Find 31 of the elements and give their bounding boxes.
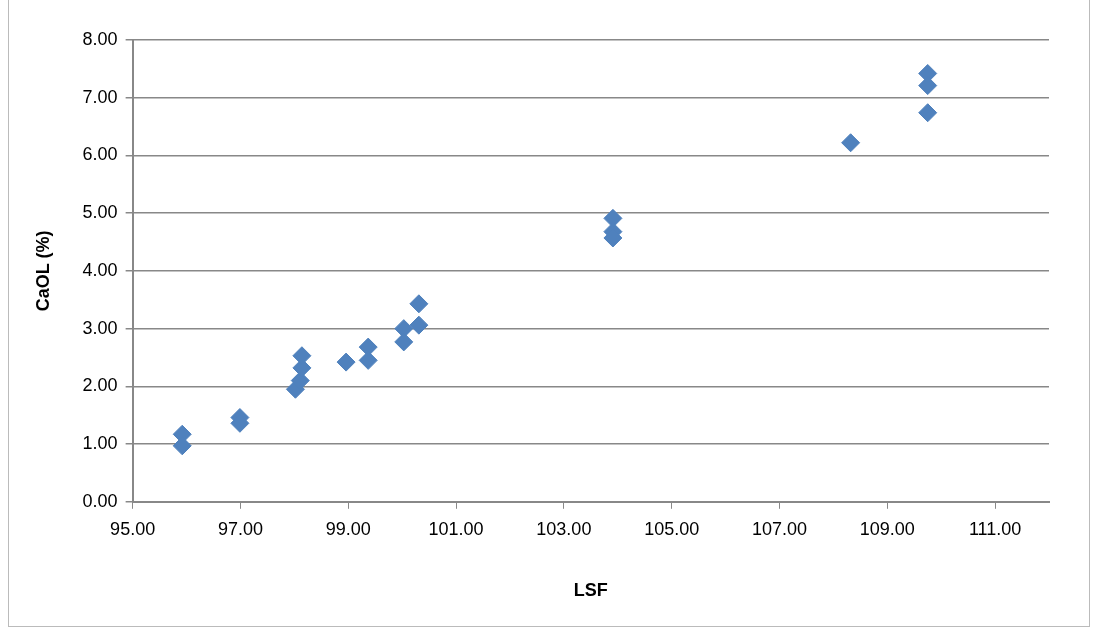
y-tick-label: 1.00 <box>82 433 118 454</box>
point <box>358 337 378 357</box>
x-tick-label: 101.00 <box>428 518 484 539</box>
point <box>290 371 310 391</box>
point <box>358 350 378 370</box>
x-tick-label: 97.00 <box>217 518 263 539</box>
point <box>603 208 623 228</box>
y-tick-label: 7.00 <box>82 86 118 107</box>
y-tick-label: 0.00 <box>82 490 118 511</box>
y-axis-title: CaOL (%) <box>32 230 53 312</box>
x-tick-label: 111.00 <box>968 518 1022 539</box>
point <box>394 332 414 352</box>
x-axis-title: LSF <box>573 580 608 601</box>
y-tick-label: 2.00 <box>82 375 118 396</box>
x-tick-label: 105.00 <box>644 518 700 539</box>
x-tick-label: 107.00 <box>751 518 808 539</box>
point <box>918 76 938 96</box>
point <box>409 315 429 335</box>
point <box>336 352 356 372</box>
x-tick-label: 109.00 <box>859 518 915 539</box>
y-tick-label: 5.00 <box>82 202 118 223</box>
point <box>409 294 429 314</box>
y-tick-label: 6.00 <box>82 144 118 165</box>
point <box>841 133 861 153</box>
y-tick-label: 4.00 <box>82 259 118 280</box>
x-tick-label: 103.00 <box>536 518 592 539</box>
y-tick-label: 8.00 <box>82 28 118 49</box>
point <box>918 103 938 123</box>
x-tick-label: 95.00 <box>110 518 156 539</box>
y-tick-label: 3.00 <box>82 317 118 338</box>
x-tick-label: 99.00 <box>325 518 371 539</box>
